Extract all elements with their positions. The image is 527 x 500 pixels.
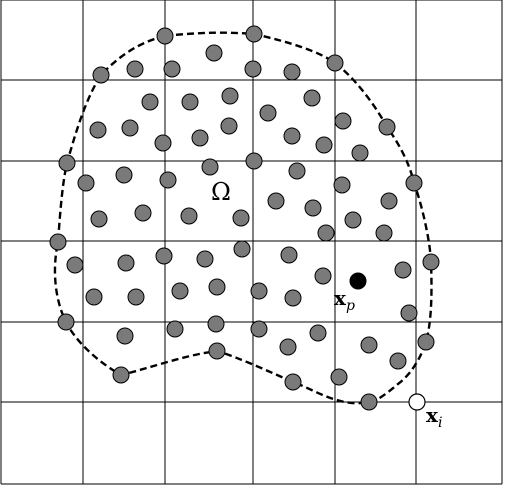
particle — [244, 60, 262, 78]
particle — [221, 87, 239, 105]
particle — [330, 368, 348, 386]
particles — [49, 25, 440, 411]
particle — [259, 104, 277, 122]
particle — [208, 342, 226, 360]
particle — [66, 256, 84, 274]
particle-xp — [349, 272, 367, 290]
particle — [180, 207, 198, 225]
particle — [304, 199, 322, 217]
particle — [154, 134, 172, 152]
particle — [89, 121, 107, 139]
particle — [267, 192, 285, 210]
particle — [134, 204, 152, 222]
particle — [317, 224, 335, 242]
particle-label-sub: p — [346, 298, 355, 314]
particle — [92, 66, 110, 84]
particle — [422, 253, 440, 271]
particle — [90, 210, 108, 228]
particle — [314, 267, 332, 285]
particle — [283, 127, 301, 145]
particle — [163, 60, 181, 78]
particle — [121, 119, 139, 137]
particle — [201, 158, 219, 176]
particle — [112, 366, 130, 384]
particle — [77, 174, 95, 192]
particle — [400, 304, 418, 322]
particle-label-main: x — [334, 286, 347, 310]
particle — [155, 247, 173, 265]
particle-label: xp — [334, 286, 355, 314]
particle — [245, 152, 263, 170]
particle — [232, 209, 250, 227]
particle — [283, 63, 301, 81]
particle — [85, 288, 103, 306]
particle — [380, 192, 398, 210]
particle — [303, 89, 321, 107]
particle — [250, 320, 268, 338]
particle — [141, 93, 159, 111]
particle — [288, 162, 306, 180]
grid-node-xi — [408, 393, 426, 411]
particle — [284, 289, 302, 307]
particle — [326, 54, 344, 72]
node-label-sub: i — [438, 415, 442, 431]
particle — [171, 282, 189, 300]
particle — [417, 333, 435, 351]
node-label: xi — [426, 403, 442, 431]
particle — [284, 373, 302, 391]
particle — [378, 118, 396, 136]
particle — [405, 174, 423, 192]
particle — [166, 320, 184, 338]
particle — [333, 176, 351, 194]
particle — [58, 154, 76, 172]
domain-boundary — [53, 31, 433, 405]
particle — [250, 282, 268, 300]
particle — [156, 27, 174, 45]
particle — [116, 327, 134, 345]
particle — [334, 112, 352, 130]
particle — [205, 44, 223, 62]
particle — [207, 315, 225, 333]
node-label-main: x — [426, 403, 439, 427]
particle — [394, 261, 412, 279]
particle — [360, 393, 378, 411]
particle — [280, 246, 298, 264]
background-grid — [0, 0, 503, 485]
particle — [126, 60, 144, 78]
particle — [375, 224, 393, 242]
particle — [279, 338, 297, 356]
particle — [309, 324, 327, 342]
particle — [351, 144, 369, 162]
particle — [49, 233, 67, 251]
particle — [233, 240, 251, 258]
particle — [115, 166, 133, 184]
particle — [360, 336, 378, 354]
particle — [389, 352, 407, 370]
domain-label: Ω — [211, 178, 231, 206]
particle — [196, 250, 214, 268]
particle — [127, 288, 145, 306]
particle — [220, 117, 238, 135]
particle — [315, 136, 333, 154]
particle — [159, 171, 177, 189]
particle — [245, 25, 263, 43]
particle — [181, 93, 199, 111]
particle — [57, 313, 75, 331]
particle — [208, 278, 226, 296]
particle — [117, 254, 135, 272]
particle — [191, 129, 209, 147]
particle — [344, 211, 362, 229]
